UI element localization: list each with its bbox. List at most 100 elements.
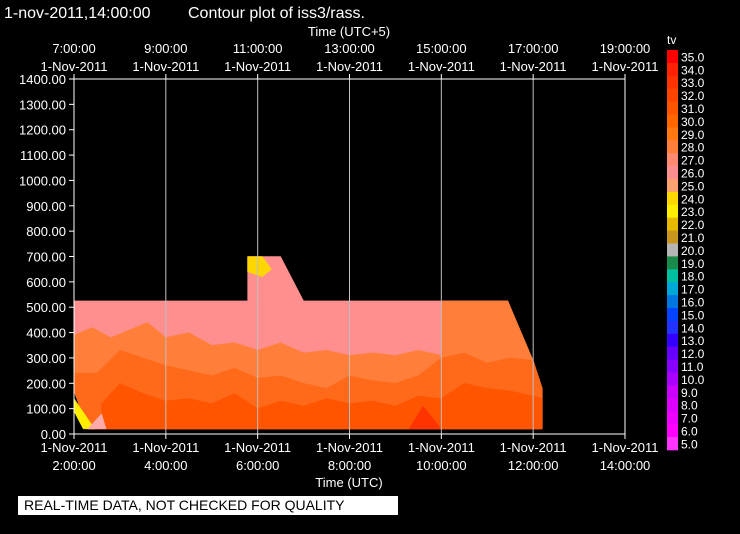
colorbar-swatch xyxy=(667,359,678,373)
colorbar-swatch xyxy=(667,308,678,322)
x-axis-title-top: Time (UTC+5) xyxy=(308,24,390,39)
colorbar-label: 9.0 xyxy=(681,386,698,400)
x-bottom-tick-date: 1-Nov-2011 xyxy=(408,440,475,455)
colorbar-label: 20.0 xyxy=(681,244,705,258)
colorbar-swatch xyxy=(667,424,678,438)
colorbar-label: 22.0 xyxy=(681,218,705,232)
colorbar-swatch xyxy=(667,230,678,244)
colorbar-label: 31.0 xyxy=(681,102,705,116)
colorbar-label: 28.0 xyxy=(681,141,705,155)
quality-note-box xyxy=(18,496,398,515)
x-top-tick-date: 1-Nov-2011 xyxy=(132,59,199,74)
colorbar-swatch xyxy=(667,346,678,360)
header-title: Contour plot of iss3/rass. xyxy=(188,5,365,22)
x-bottom-tick-date: 1-Nov-2011 xyxy=(41,440,108,455)
x-bottom-tick-time: 4:00:00 xyxy=(144,458,187,473)
contour-region xyxy=(87,413,107,430)
quality-note: REAL-TIME DATA, NOT CHECKED FOR QUALITY xyxy=(24,497,345,513)
colorbar-swatch xyxy=(667,217,678,231)
colorbar-swatch xyxy=(667,385,678,399)
header-timestamp: 1-nov-2011,14:00:00 xyxy=(4,5,151,22)
y-tick-label: 1000.00 xyxy=(19,173,66,188)
colorbar-label: 15.0 xyxy=(681,308,705,322)
colorbar-swatch xyxy=(667,398,678,412)
y-tick-label: 400.00 xyxy=(26,326,66,341)
contour-region xyxy=(408,405,442,430)
x-top-tick-time: 13:00:00 xyxy=(324,41,375,56)
colorbar-swatch xyxy=(667,295,678,309)
y-tick-label: 800.00 xyxy=(26,224,66,239)
x-top-tick-time: 15:00:00 xyxy=(416,41,467,56)
colorbar-label: 18.0 xyxy=(681,270,705,284)
colorbar-label: 16.0 xyxy=(681,296,705,310)
colorbar-swatch xyxy=(667,153,678,167)
x-axis-title-bottom: Time (UTC) xyxy=(315,475,382,490)
x-top-tick-time: 9:00:00 xyxy=(144,41,187,56)
colorbar-label: 5.0 xyxy=(681,437,698,451)
x-bottom-tick-time: 2:00:00 xyxy=(52,458,95,473)
colorbar-label: 33.0 xyxy=(681,76,705,90)
x-top-tick-time: 19:00:00 xyxy=(600,41,651,56)
colorbar-swatch xyxy=(667,50,678,64)
x-top-tick-date: 1-Nov-2011 xyxy=(500,59,567,74)
x-top-tick-time: 17:00:00 xyxy=(508,41,559,56)
colorbar-label: 35.0 xyxy=(681,50,705,64)
colorbar-label: 32.0 xyxy=(681,89,705,103)
x-top-tick-date: 1-Nov-2011 xyxy=(316,59,383,74)
colorbar-swatch xyxy=(667,62,678,77)
x-bottom-tick-date: 1-Nov-2011 xyxy=(132,440,199,455)
colorbar-swatch xyxy=(667,140,678,154)
x-bottom-tick-date: 1-Nov-2011 xyxy=(592,440,659,455)
y-tick-label: 100.00 xyxy=(26,402,66,417)
colorbar-swatch xyxy=(667,88,678,102)
y-tick-label: 1200.00 xyxy=(19,123,66,138)
y-tick-label: 900.00 xyxy=(26,199,66,214)
colorbar-label: 23.0 xyxy=(681,205,705,219)
colorbar-label: 21.0 xyxy=(681,231,705,245)
colorbar-label: 10.0 xyxy=(681,373,705,387)
x-top-tick-date: 1-Nov-2011 xyxy=(224,59,291,74)
colorbar-label: 27.0 xyxy=(681,154,705,168)
x-bottom-tick-time: 10:00:00 xyxy=(416,458,467,473)
colorbar-label: 7.0 xyxy=(681,412,698,426)
y-tick-label: 0.00 xyxy=(41,427,66,442)
colorbar-label: 17.0 xyxy=(681,283,705,297)
x-top-tick-date: 1-Nov-2011 xyxy=(408,59,475,74)
y-tick-label: 600.00 xyxy=(26,275,66,290)
colorbar-label: 24.0 xyxy=(681,192,705,206)
y-axis-ticks: 0.00 100.00 200.00 300.00 400.00 500.00 600.00… xyxy=(19,72,74,442)
colorbar-swatch xyxy=(667,437,678,451)
colorbar-swatch xyxy=(667,166,678,180)
colorbar-label: 30.0 xyxy=(681,115,705,129)
colorbar-swatch xyxy=(667,179,678,193)
y-tick-label: 500.00 xyxy=(26,300,66,315)
y-tick-label: 1400.00 xyxy=(19,72,66,87)
colorbar-swatch xyxy=(667,269,678,283)
colorbar-label: 34.0 xyxy=(681,63,705,77)
x-top-tick-date: 1-Nov-2011 xyxy=(41,59,108,74)
x-bottom-tick-time: 8:00:00 xyxy=(328,458,371,473)
y-tick-label: 300.00 xyxy=(26,351,66,366)
colorbar-swatch xyxy=(667,256,678,270)
contour-regions xyxy=(73,256,543,430)
colorbar-label: 13.0 xyxy=(681,334,705,348)
x-top-tick-date: 1-Nov-2011 xyxy=(592,59,659,74)
colorbar-label: 29.0 xyxy=(681,128,705,142)
colorbar-label: 14.0 xyxy=(681,321,705,335)
colorbar-swatch xyxy=(667,411,678,425)
x-axis-ticks-bottom: 1-Nov-2011 2:00:00 1-Nov-2011 4:00:00 1-Nov-… xyxy=(41,434,659,473)
y-tick-label: 1100.00 xyxy=(20,148,66,163)
colorbar-swatch xyxy=(667,320,678,335)
colorbar-swatch xyxy=(667,243,678,257)
colorbar-label: 26.0 xyxy=(681,167,705,181)
colorbar-swatch xyxy=(667,127,678,141)
x-bottom-tick-date: 1-Nov-2011 xyxy=(500,440,567,455)
colorbar-swatch xyxy=(667,282,678,296)
colorbar-swatch xyxy=(667,114,678,128)
colorbar-label: 12.0 xyxy=(681,347,705,361)
colorbar-label: 6.0 xyxy=(681,425,698,439)
colorbar-title: tv xyxy=(667,33,676,47)
y-tick-label: 700.00 xyxy=(26,250,66,265)
colorbar-swatch xyxy=(667,204,678,219)
